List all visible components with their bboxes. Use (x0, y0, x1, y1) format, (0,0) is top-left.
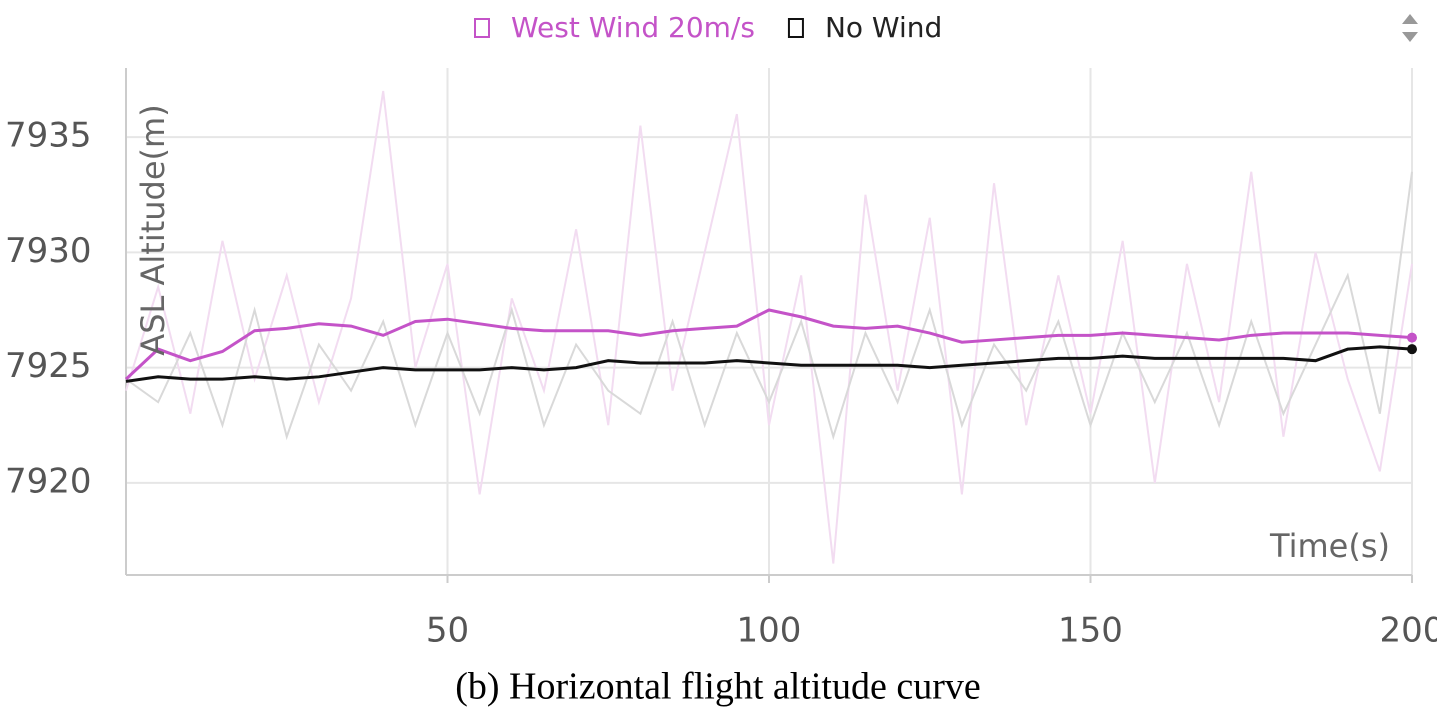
y-tick-label: 7925 (5, 346, 92, 386)
plot-area: 7920 7925 7930 7935 50 100 150 200 (5, 68, 1437, 651)
line (125, 345, 1413, 383)
raw-line (125, 90, 1413, 564)
legend-swatch (474, 18, 490, 38)
caption: (b) Horizontal flight altitude curve (455, 666, 981, 708)
x-tick-label: 100 (737, 611, 802, 651)
x-axis-label: Time(s) (1269, 527, 1390, 565)
y-tick-label: 7930 (5, 231, 92, 271)
y-tick-label: 7920 (5, 461, 92, 501)
end-point (1407, 332, 1417, 343)
legend-label: West Wind 20m/s (511, 11, 755, 44)
legend-swatch (787, 18, 804, 38)
x-tick-label: 50 (426, 611, 469, 651)
raw-line (125, 171, 1413, 441)
x-tick-label: 150 (1058, 611, 1123, 651)
y-tick-label: 7935 (5, 116, 92, 156)
end-point (1407, 344, 1417, 355)
x-tick-label: 200 (1380, 611, 1437, 651)
line (124, 308, 1413, 381)
y-axis-label: ASL Altitude(m) (134, 104, 172, 355)
legend-label: No Wind (825, 11, 942, 44)
scroll-icon[interactable] (1402, 14, 1418, 42)
